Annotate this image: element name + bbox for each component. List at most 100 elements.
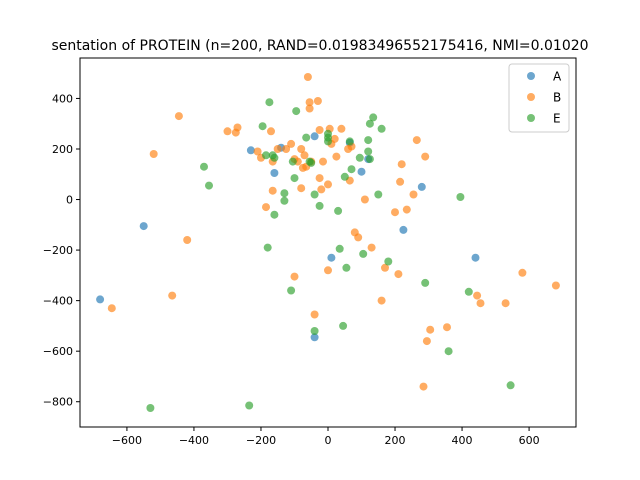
point-e-47: [345, 137, 354, 146]
point-b-45: [367, 243, 376, 252]
x-tick-label: 600: [519, 434, 540, 447]
point-e-7: [265, 98, 274, 107]
point-b-11: [267, 127, 275, 136]
point-e-25: [324, 129, 332, 138]
legend-marker-b: [527, 93, 535, 101]
point-e-13: [287, 286, 296, 295]
point-b-55: [419, 382, 428, 391]
point-e-42: [421, 278, 430, 287]
y-tick-label: −600: [43, 345, 73, 358]
point-e-35: [364, 147, 373, 156]
point-b-36: [330, 134, 339, 143]
point-b-49: [394, 270, 403, 279]
point-b-29: [315, 126, 324, 134]
chart-title: sentation of PROTEIN (n=200, RAND=0.0198…: [51, 38, 588, 54]
point-e-41: [384, 257, 393, 266]
x-tick-label: 400: [452, 434, 473, 447]
point-e-1: [200, 162, 208, 171]
point-b-50: [396, 177, 405, 186]
point-e-12: [280, 196, 289, 205]
point-b-37: [332, 152, 341, 161]
point-e-0: [146, 404, 155, 412]
point-b-38: [337, 124, 346, 133]
point-b-28: [313, 97, 322, 105]
point-b-13: [268, 186, 277, 195]
point-e-29: [340, 172, 349, 181]
point-a-4: [310, 132, 319, 141]
point-b-63: [518, 268, 527, 277]
legend-label-e: E: [553, 112, 561, 126]
point-e-6: [263, 243, 272, 252]
legend-label-b: B: [553, 91, 561, 105]
point-b-61: [476, 299, 485, 308]
y-tick-label: 400: [52, 92, 73, 105]
point-e-34: [364, 136, 373, 145]
point-e-14: [288, 157, 297, 166]
data-points: [96, 73, 560, 412]
point-b-33: [324, 180, 332, 189]
legend: ABE: [508, 63, 570, 133]
y-tick-label: −400: [43, 295, 73, 308]
point-e-21: [310, 327, 319, 335]
point-b-15: [282, 145, 291, 153]
point-e-27: [335, 244, 344, 253]
point-e-31: [347, 165, 356, 174]
point-e-3: [245, 401, 254, 410]
point-b-2: [174, 112, 183, 121]
point-b-0: [107, 304, 116, 313]
point-e-46: [506, 381, 515, 390]
point-e-26: [334, 206, 343, 215]
legend-label-a: A: [553, 70, 562, 84]
point-e-28: [339, 321, 348, 330]
y-tick-label: −800: [43, 396, 73, 409]
point-a-8: [357, 167, 366, 176]
x-tick-label: 0: [325, 434, 332, 447]
point-a-5: [310, 333, 319, 342]
point-b-3: [183, 236, 192, 244]
point-b-53: [409, 190, 418, 199]
point-e-43: [444, 347, 453, 356]
point-b-16: [287, 139, 296, 148]
point-e-33: [359, 249, 368, 258]
point-e-2: [205, 181, 213, 190]
point-b-31: [317, 185, 326, 194]
point-b-32: [319, 157, 327, 166]
point-b-67: [324, 266, 332, 275]
y-tick-label: 0: [66, 194, 73, 207]
point-b-66: [310, 310, 319, 319]
point-b-47: [381, 263, 389, 272]
point-b-62: [501, 299, 510, 308]
point-b-48: [391, 208, 399, 217]
point-b-22: [300, 151, 309, 160]
point-b-26: [305, 104, 314, 113]
point-b-54: [412, 136, 421, 145]
point-a-11: [471, 253, 480, 262]
point-e-22: [315, 201, 324, 210]
point-b-8: [253, 147, 262, 156]
y-tick-label: 200: [52, 143, 73, 156]
point-e-17: [302, 133, 311, 142]
point-e-10: [270, 210, 279, 219]
legend-marker-e: [527, 114, 535, 122]
x-tick-label: −200: [246, 434, 276, 447]
point-b-1: [149, 150, 158, 158]
point-a-9: [399, 225, 408, 234]
point-e-4: [258, 122, 267, 131]
point-a-1: [139, 222, 148, 231]
point-b-65: [290, 272, 299, 281]
point-b-30: [315, 174, 324, 183]
point-b-58: [426, 325, 435, 334]
point-b-10: [262, 203, 270, 212]
point-a-0: [96, 295, 105, 304]
point-e-20: [310, 190, 319, 199]
point-a-3: [270, 169, 279, 177]
point-e-32: [355, 153, 364, 162]
point-e-38: [369, 113, 378, 122]
point-b-64: [551, 281, 560, 290]
point-b-5: [223, 127, 232, 136]
legend-box: [508, 63, 570, 133]
point-b-52: [402, 205, 411, 214]
plot-area-frame: [79, 57, 577, 428]
point-b-51: [397, 160, 406, 169]
